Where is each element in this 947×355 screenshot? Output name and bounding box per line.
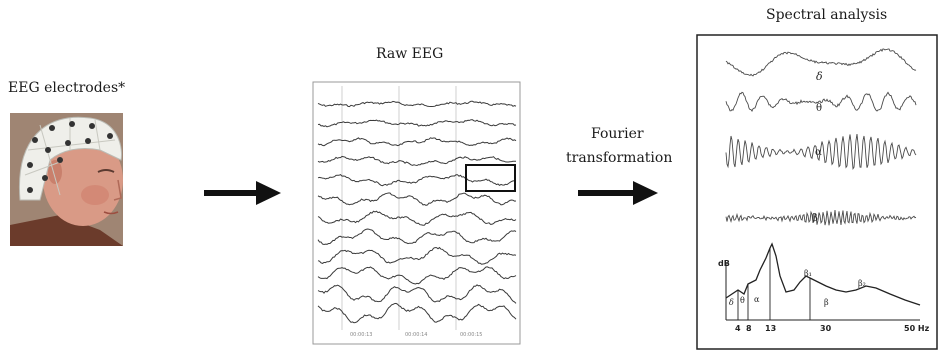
eeg-trace — [317, 137, 517, 147]
spectrum-x-tick-30: 30 — [820, 324, 832, 333]
band-trace — [725, 210, 917, 226]
eeg-trace — [317, 210, 517, 226]
band-label-alpha: α — [815, 147, 822, 158]
spectrum-band-beta2: β₂ — [858, 279, 866, 288]
spectrum-band-beta: β — [824, 298, 829, 307]
eeg-grid — [341, 86, 457, 330]
band-label-theta: θ — [816, 103, 822, 114]
eeg-traces — [317, 100, 517, 324]
eeg-trace — [317, 266, 517, 285]
spectrum-x-tick-13: 13 — [765, 324, 776, 333]
spectral-panel: δ θ α β dB δ θ α β₁ β β₂ 4 8 13 30 — [696, 34, 938, 350]
spectrum-x-tick-4: 4 — [735, 324, 741, 333]
arrow-1 — [204, 181, 281, 205]
eeg-time-tick-3: 00:00:15 — [460, 332, 482, 338]
spectral-label: Spectral analysis — [766, 7, 888, 23]
band-trace — [725, 48, 917, 77]
eeg-trace — [317, 302, 517, 324]
spectrum-curve — [725, 242, 921, 306]
electrode-dots — [27, 121, 113, 193]
spectrum-x-tick-8: 8 — [746, 324, 752, 333]
spectrum-x-tick-50hz: 50 Hz — [904, 324, 930, 333]
spectrum-band-beta1: β₁ — [804, 269, 812, 278]
raw-eeg-label: Raw EEG — [376, 46, 444, 62]
band-traces — [725, 48, 917, 226]
spectrum-band-alpha: α — [754, 295, 760, 304]
fourier-label-line1: Fourier — [591, 126, 644, 142]
band-trace — [725, 134, 917, 171]
eeg-trace — [317, 173, 517, 187]
eeg-trace — [317, 155, 516, 167]
eeg-trace — [317, 192, 517, 206]
electrodes-label: EEG electrodes* — [8, 80, 126, 96]
spectrum-band-delta: δ — [729, 298, 734, 307]
power-spectrum: dB δ θ α β₁ β β₂ 4 8 13 30 50 Hz — [718, 242, 930, 333]
eeg-trace — [317, 228, 517, 246]
eeg-trace — [317, 119, 517, 128]
band-trace — [725, 91, 917, 113]
eeg-trace — [317, 246, 517, 265]
eeg-trace — [317, 284, 517, 304]
band-label-beta: β — [812, 213, 818, 224]
fourier-label-line2: transformation — [566, 150, 673, 166]
selection-box — [465, 164, 516, 192]
electrode-photo — [10, 113, 123, 246]
eeg-trace — [317, 100, 517, 108]
arrow-2 — [578, 181, 658, 205]
band-label-delta: δ — [816, 70, 823, 83]
eeg-time-tick-2: 00:00:14 — [405, 332, 427, 338]
eeg-time-tick-1: 00:00:13 — [350, 332, 372, 338]
spectrum-band-theta: θ — [740, 296, 745, 305]
spectrum-y-label: dB — [718, 259, 730, 268]
raw-eeg-panel: 00:00:13 00:00:14 00:00:15 — [312, 81, 521, 345]
